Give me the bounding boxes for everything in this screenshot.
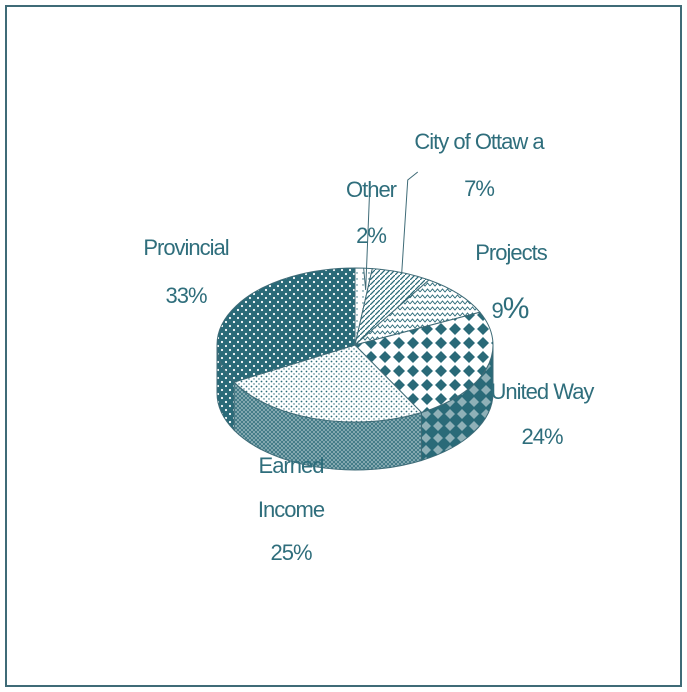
label-earned-name-1: Earned	[259, 453, 324, 478]
label-projects-name: Projects	[475, 240, 547, 265]
pie-slice-earned	[233, 344, 423, 423]
label-city-pct: 7%	[464, 176, 494, 201]
label-projects-pct-sign: %	[503, 292, 529, 325]
label-city-name: City of Ottaw a	[414, 129, 545, 154]
leader-city	[401, 171, 419, 273]
label-projects-pct-num: 9	[492, 298, 504, 323]
label-other-name: Other	[346, 177, 397, 202]
label-provincial-pct: 33%	[165, 283, 206, 308]
pie-slice-provincial	[216, 267, 356, 383]
label-earned-name-2: Income	[258, 497, 325, 522]
pie-slice-united	[354, 311, 494, 414]
label-other-pct: 2%	[356, 223, 386, 248]
label-united-name: United Way	[491, 379, 595, 404]
label-provincial-name: Provincial	[143, 235, 228, 260]
leader-other	[363, 189, 371, 291]
label-projects-pct: 9%	[492, 292, 529, 325]
label-united-pct: 24%	[521, 424, 562, 449]
label-earned-pct: 25%	[270, 540, 311, 565]
